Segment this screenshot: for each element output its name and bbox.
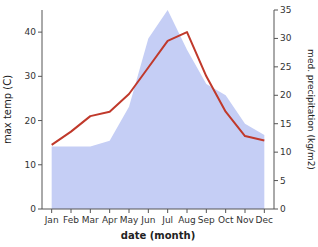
x-tick-label: Apr bbox=[102, 215, 118, 225]
y2-tick bbox=[274, 209, 278, 210]
x-tick-label: Oct bbox=[218, 215, 234, 225]
x-axis-line bbox=[42, 209, 274, 210]
x-tick-label: Jul bbox=[161, 215, 173, 225]
y2-tick bbox=[274, 180, 278, 181]
x-axis-label: date (month) bbox=[121, 230, 195, 241]
x-tick bbox=[109, 209, 110, 213]
y2-axis-line bbox=[274, 10, 275, 209]
y2-tick-label: 35 bbox=[280, 5, 291, 15]
y2-tick-label: 10 bbox=[280, 147, 292, 157]
y2-axis-label: med. precipitation (kg/m2) bbox=[306, 49, 316, 170]
y-tick bbox=[38, 164, 42, 165]
x-tick-label: Nov bbox=[236, 215, 254, 225]
y-tick-label: 30 bbox=[25, 71, 37, 81]
x-tick bbox=[148, 209, 149, 213]
y-tick bbox=[38, 120, 42, 121]
y-tick bbox=[38, 76, 42, 77]
x-tick bbox=[245, 209, 246, 213]
axes: Jan FebMarAprMayJun Jul AugSepOctNovDec 0 10 2… bbox=[25, 5, 292, 225]
x-tick-label: May bbox=[120, 215, 139, 225]
y-tick bbox=[38, 209, 42, 210]
y2-tick-label: 5 bbox=[280, 176, 286, 186]
y2-tick bbox=[274, 152, 278, 153]
x-tick bbox=[71, 209, 72, 213]
y2-tick bbox=[274, 123, 278, 124]
y2-tick bbox=[274, 10, 278, 11]
y-tick-label: 40 bbox=[25, 27, 37, 37]
x-tick-label: Feb bbox=[63, 215, 79, 225]
x-tick bbox=[225, 209, 226, 213]
plot-area bbox=[52, 10, 265, 209]
y2-tick-label: 15 bbox=[280, 119, 291, 129]
x-tick bbox=[51, 209, 52, 213]
x-tick bbox=[129, 209, 130, 213]
x-tick bbox=[264, 209, 265, 213]
temp-line bbox=[52, 32, 265, 145]
y2-tick bbox=[274, 95, 278, 96]
x-tick-label: Dec bbox=[256, 215, 273, 225]
x-tick-label: Jan bbox=[44, 215, 59, 225]
x-tick-label: Sep bbox=[198, 215, 215, 225]
y2-tick-label: 0 bbox=[280, 204, 286, 214]
x-tick-label: Aug bbox=[178, 215, 196, 225]
x-tick bbox=[90, 209, 91, 213]
y2-tick-label: 25 bbox=[280, 62, 291, 72]
y-tick-label: 10 bbox=[25, 160, 37, 170]
y2-tick-label: 20 bbox=[280, 90, 292, 100]
y-axis-label: max temp (C) bbox=[2, 75, 13, 144]
y2-tick bbox=[274, 66, 278, 67]
y2-tick-label: 30 bbox=[280, 33, 292, 43]
x-tick bbox=[206, 209, 207, 213]
x-tick-label: Mar bbox=[82, 215, 99, 225]
x-tick-label: Jun bbox=[140, 215, 155, 225]
x-tick bbox=[167, 209, 168, 213]
x-tick bbox=[187, 209, 188, 213]
y-axis-line bbox=[42, 10, 43, 209]
y-tick-label: 0 bbox=[30, 204, 36, 214]
y2-tick bbox=[274, 38, 278, 39]
y-tick-label: 20 bbox=[25, 116, 37, 126]
chart: Jan FebMarAprMayJun Jul AugSepOctNovDec 0 10 2… bbox=[0, 0, 318, 247]
y-tick bbox=[38, 32, 42, 33]
precip-area bbox=[52, 10, 265, 209]
